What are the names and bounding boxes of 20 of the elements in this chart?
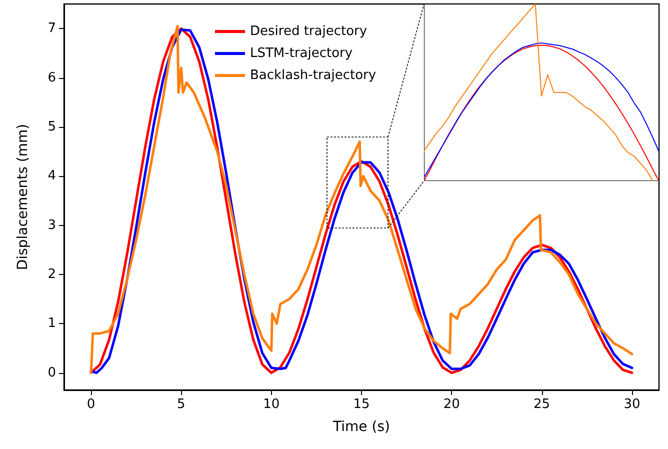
y-tick-label: 1 (48, 316, 56, 332)
y-tick-label: 6 (48, 70, 56, 86)
x-axis-title: Time (s) (332, 419, 390, 435)
y-tick-label: 5 (48, 119, 56, 134)
x-tick-label: 0 (86, 397, 96, 412)
x-tick-label: 25 (534, 397, 550, 412)
x-tick-label: 10 (263, 397, 280, 412)
y-tick-label: 7 (48, 21, 56, 36)
x-tick-label: 20 (443, 397, 460, 412)
y-tick-label: 4 (48, 168, 56, 184)
legend-label: Backlash-trajectory (250, 68, 376, 83)
y-tick-label: 0 (48, 365, 56, 380)
x-tick-label: 30 (624, 397, 640, 412)
y-tick-label: 2 (48, 266, 56, 282)
x-tick-label: 5 (177, 397, 186, 412)
legend-label: Desired trajectory (250, 24, 368, 39)
legend-label: LSTM-trajectory (250, 46, 353, 61)
y-axis-title: Displacements (mm) (15, 124, 31, 270)
y-tick-label: 3 (48, 218, 56, 233)
x-tick-label: 15 (353, 397, 370, 412)
